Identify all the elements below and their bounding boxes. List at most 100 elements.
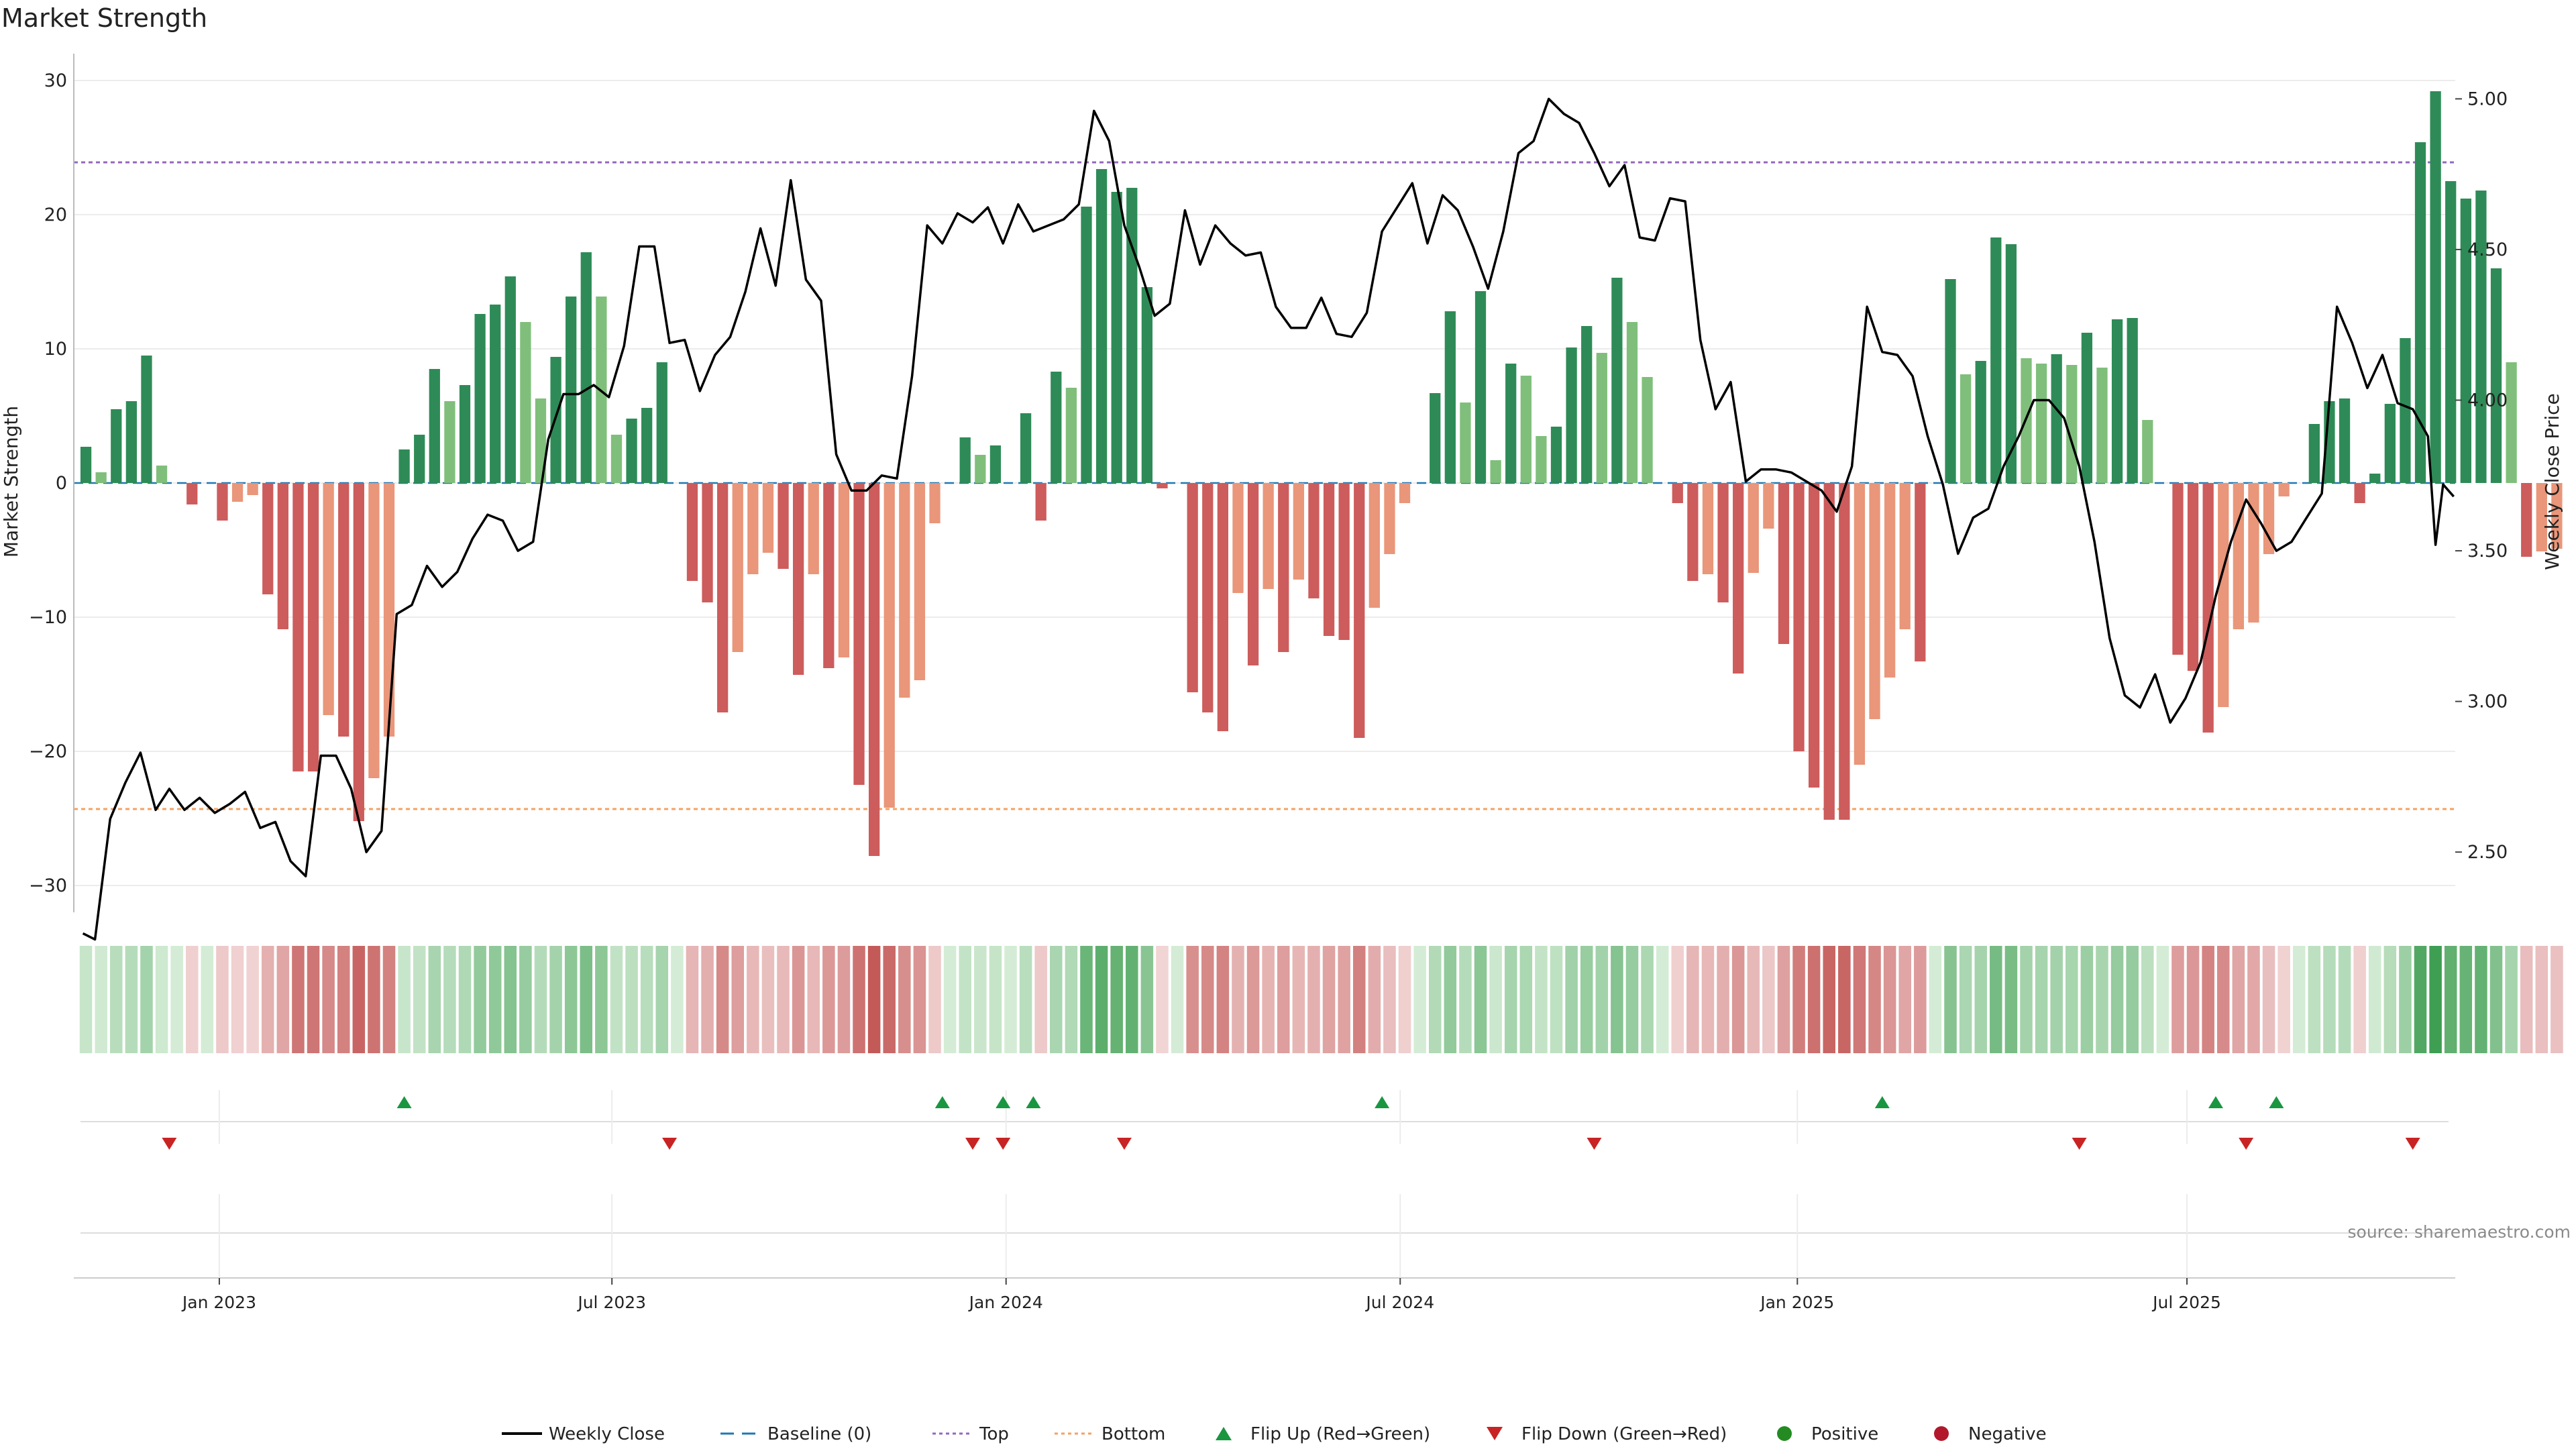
flip-down-marker (1116, 1138, 1132, 1150)
flip-down-marker (965, 1138, 981, 1150)
heat-cell (1140, 946, 1154, 1053)
heat-cell (1838, 946, 1851, 1053)
strength-bar (383, 483, 395, 737)
heat-cell (2277, 946, 2290, 1053)
strength-bars (80, 91, 2563, 856)
heat-cell (1126, 946, 1138, 1053)
heat-cell (1883, 946, 1896, 1053)
heat-cell (2141, 946, 2154, 1053)
strength-bar (641, 408, 653, 483)
strength-bar (2308, 424, 2320, 483)
heat-cell (337, 946, 350, 1053)
strength-bar (2127, 318, 2138, 483)
heat-cell (1186, 946, 1199, 1053)
heat-cell (1565, 946, 1578, 1053)
strength-bar (1702, 483, 1714, 574)
heat-cell (1731, 946, 1745, 1053)
strength-bar (1960, 374, 1972, 483)
heat-cell (2489, 946, 2503, 1053)
heat-cell (2262, 946, 2275, 1053)
strength-bar (1187, 483, 1198, 692)
circle-green-icon (1777, 1426, 1792, 1441)
strength-bar (868, 483, 880, 856)
heat-cell (1671, 946, 1684, 1053)
heat-cell (2535, 946, 2548, 1053)
heat-cell (731, 946, 745, 1053)
heat-cell (2232, 946, 2245, 1053)
heat-cell (261, 946, 274, 1053)
strength-bar (1354, 483, 1365, 738)
y-tick-label-right: 3.50 (2467, 541, 2508, 561)
triangle-down-icon (1487, 1427, 1503, 1440)
strength-bar (95, 472, 107, 483)
flip-up-marker (996, 1096, 1011, 1108)
strength-bar (2384, 404, 2396, 483)
strength-bar (1202, 483, 1214, 712)
strength-bar (686, 483, 698, 581)
flip-down-marker (162, 1138, 177, 1150)
heat-cell (276, 946, 290, 1053)
strength-bar (566, 297, 577, 483)
heat-cell (170, 946, 183, 1053)
flip-up-marker (934, 1096, 950, 1108)
strength-bar (823, 483, 835, 668)
strength-bar (1460, 402, 1471, 483)
heat-cell (1580, 946, 1593, 1053)
strength-bar (1839, 483, 1850, 820)
flip-up-marker (1375, 1096, 1390, 1108)
heat-cell (1034, 946, 1047, 1053)
heat-cell (2202, 946, 2214, 1053)
strength-bar (1520, 376, 1532, 483)
axes: 30 20 10 0 −10 −20 −30 5.00 4.50 4.00 3.50 3.00 2.50 (29, 54, 2508, 912)
strength-bar (2475, 191, 2487, 483)
flip-down-marker (2239, 1138, 2254, 1150)
strength-bar (929, 483, 941, 523)
strength-bar (1809, 483, 1820, 788)
legend-item: Top (932, 1424, 1009, 1444)
flip-down-marker (1587, 1138, 1602, 1150)
heat-cell (2080, 946, 2094, 1053)
strength-bar (1081, 207, 1092, 483)
heat-cell (488, 946, 502, 1053)
strength-bar (2187, 483, 2199, 671)
strength-bar (1642, 377, 1653, 483)
strength-bar (989, 445, 1002, 483)
heat-cell (443, 946, 456, 1053)
heat-cell (534, 946, 547, 1053)
heat-cell (2035, 946, 2048, 1053)
heat-cell (2323, 946, 2336, 1053)
flip-up-marker (2269, 1096, 2284, 1108)
legend-label: Positive (1811, 1424, 1878, 1444)
heat-cell (853, 946, 865, 1053)
heat-cell (2110, 946, 2124, 1053)
y-tick-label-left: 30 (44, 70, 67, 91)
heat-cell (1504, 946, 1517, 1053)
circle-red-icon (1934, 1426, 1949, 1441)
strength-bar (2339, 398, 2351, 483)
heat-cell (2505, 946, 2518, 1053)
strength-bar (1232, 483, 1244, 593)
heat-cell (1717, 946, 1729, 1053)
heat-cell (1307, 946, 1320, 1053)
heat-cell (1807, 946, 1821, 1053)
strength-bar (1748, 483, 1759, 573)
strength-bar (1444, 311, 1456, 483)
strength-bar (338, 483, 350, 737)
strength-bar (323, 483, 334, 715)
heat-cell (2414, 946, 2427, 1053)
strength-bar (1247, 483, 1259, 665)
strength-bar (2278, 483, 2290, 496)
heat-cell (1352, 946, 1366, 1053)
strength-bar (1672, 483, 1683, 503)
y-tick-label-left: 20 (44, 205, 67, 225)
heat-cell (943, 946, 957, 1053)
heat-cell (246, 946, 259, 1053)
y-tick-label-left: −30 (29, 875, 67, 896)
flip-down-marker (2405, 1138, 2420, 1150)
x-tick-label: Jan 2023 (181, 1293, 256, 1312)
heat-cell (1459, 946, 1472, 1053)
strength-bar (610, 435, 623, 483)
heat-cell (504, 946, 517, 1053)
heat-cell (231, 946, 244, 1053)
